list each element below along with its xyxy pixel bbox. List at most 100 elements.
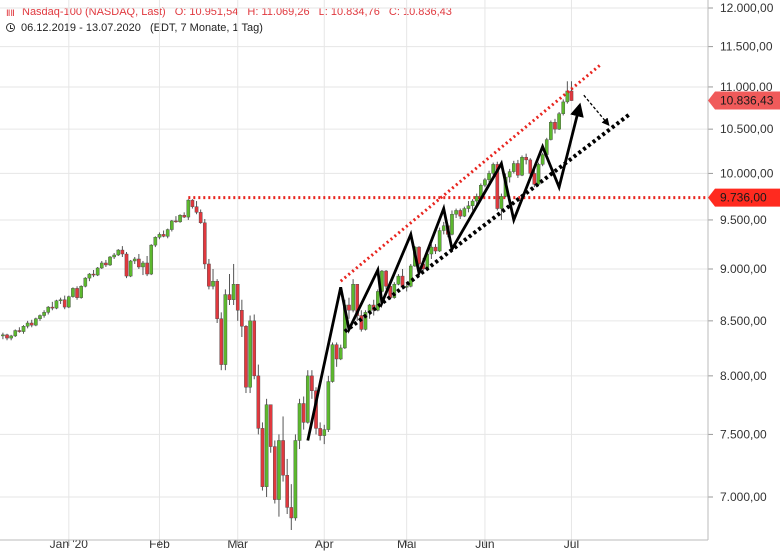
candle-body — [149, 244, 154, 275]
candle-body — [104, 262, 108, 266]
candle-body — [384, 270, 388, 287]
upper-channel-line — [339, 63, 602, 283]
candle-body — [227, 294, 232, 300]
y-tick-label: 10.000,00 — [720, 166, 774, 180]
candle-body — [153, 237, 158, 246]
candle-body — [67, 296, 71, 308]
candle-body — [207, 263, 211, 287]
candle-body — [141, 262, 145, 268]
candle-body — [458, 210, 463, 217]
candle-body — [54, 300, 59, 309]
candle-body — [281, 440, 285, 476]
candle-body — [260, 428, 265, 487]
candle-body — [71, 288, 75, 297]
candle-body — [528, 159, 533, 174]
candle-body — [13, 330, 18, 337]
candle-body — [112, 254, 116, 258]
candle-body — [215, 280, 219, 319]
candle-body — [491, 164, 495, 174]
instrument-name: Nasdaq-100 (NASDAQ, Last) — [22, 6, 166, 18]
candle-body — [132, 258, 137, 262]
candle-body — [256, 375, 261, 429]
candle-body — [42, 312, 46, 316]
candle-body — [376, 291, 380, 311]
candle-body — [520, 157, 524, 176]
y-tick-label: 9.500,00 — [720, 213, 767, 227]
candle-body — [474, 196, 479, 202]
candle-body — [25, 322, 30, 327]
x-tick-label: Jul — [564, 537, 579, 551]
candle-body — [198, 212, 203, 224]
candle-body — [116, 249, 121, 256]
candle-body — [569, 90, 574, 101]
candle-body — [322, 429, 327, 436]
candle-body — [417, 246, 421, 265]
candle-body — [219, 318, 224, 365]
candle-body — [532, 173, 537, 185]
candle-body — [186, 199, 191, 218]
candlestick-icon: ⅡⅡ — [6, 8, 15, 18]
candle-body — [450, 214, 454, 235]
candle-body — [240, 310, 244, 327]
close-value: C: 10.836,43 — [388, 6, 452, 18]
candle-body — [326, 381, 331, 430]
candle-body — [495, 164, 500, 209]
candle-body — [231, 284, 236, 300]
candle-body — [128, 260, 133, 277]
candle-body — [338, 347, 343, 360]
candle-body — [38, 315, 42, 319]
chart-header-range: 06.12.2019 - 13.07.2020 (EDT, 7 Monate, … — [6, 22, 269, 34]
candle-body — [34, 318, 38, 326]
chart-header-quote: ⅡⅡ Nasdaq-100 (NASDAQ, Last) O: 10.951,54… — [6, 6, 458, 18]
candle-body — [334, 344, 339, 360]
candle-body — [202, 222, 207, 265]
candle-body — [46, 306, 51, 313]
y-tick-label: 11.000,00 — [720, 80, 773, 94]
price-marker-tag — [708, 188, 780, 207]
candle-body — [483, 179, 487, 186]
candle-body — [170, 220, 174, 230]
candle-body — [95, 267, 100, 276]
candle-body — [285, 475, 289, 508]
candle-body — [235, 284, 240, 311]
candle-body — [58, 299, 63, 301]
high-value: H: 11.069,26 — [247, 6, 310, 18]
candle-body — [487, 173, 491, 180]
candle-body — [99, 262, 104, 269]
candle-body — [524, 157, 528, 161]
x-tick-label: Feb — [149, 537, 170, 551]
x-tick-label: Jun — [475, 537, 494, 551]
candle-body — [404, 286, 409, 288]
candle-body — [553, 122, 557, 130]
forecast-arrow — [583, 94, 610, 127]
candle-body — [29, 322, 34, 326]
candle-body — [499, 196, 504, 209]
candle-body — [194, 206, 199, 213]
candle-body — [347, 304, 351, 311]
candle-body — [264, 404, 269, 487]
range-info: (EDT, 7 Monate, 1 Tag) — [149, 22, 263, 34]
candle-body — [244, 326, 248, 388]
candle-body — [157, 234, 162, 238]
x-tick-label: Mai — [397, 537, 416, 551]
candle-body — [289, 507, 294, 519]
y-tick-label: 8.000,00 — [720, 369, 767, 383]
candle-body — [182, 214, 186, 218]
candle-body — [549, 122, 553, 140]
candle-body — [511, 163, 516, 172]
price-marker-label: 10.836,43 — [720, 94, 774, 108]
candle-body — [165, 229, 170, 237]
candle-body — [91, 273, 96, 276]
candle-body — [470, 200, 475, 206]
candle-body — [408, 265, 413, 287]
candle-body — [310, 375, 314, 391]
candle-body — [277, 440, 281, 500]
candle-body — [536, 164, 541, 185]
candle-body — [433, 246, 438, 252]
y-tick-label: 8.500,00 — [720, 314, 767, 328]
candle-body — [561, 101, 566, 114]
clock-icon — [6, 23, 15, 32]
candle-body — [429, 246, 434, 255]
candle-body — [83, 277, 88, 287]
candle-body — [5, 334, 9, 339]
